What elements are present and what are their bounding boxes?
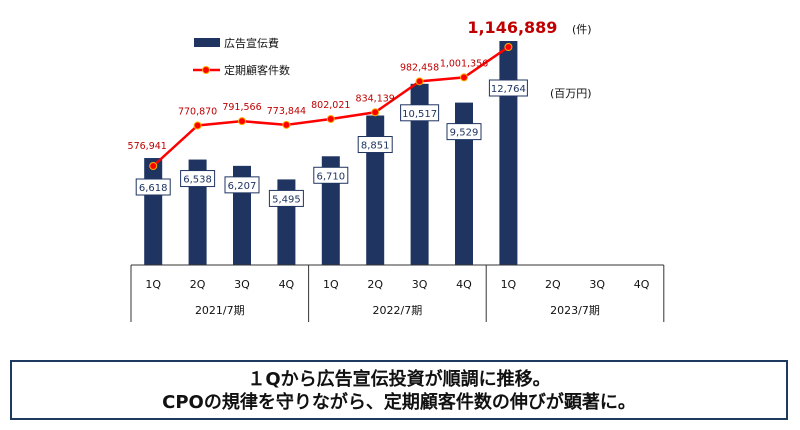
bar-value-label: 6,207 bbox=[228, 181, 257, 192]
bar-label-box bbox=[357, 136, 393, 154]
line-value-label: 982,458 bbox=[400, 62, 439, 73]
legend-line-label: 定期顧客件数 bbox=[224, 63, 290, 77]
legend-bar-label: 広告宣伝費 bbox=[224, 36, 279, 50]
line-marker bbox=[415, 77, 424, 86]
line-marker bbox=[326, 115, 335, 124]
legend-line-marker bbox=[202, 66, 210, 74]
bar-value-label: 12,764 bbox=[491, 84, 526, 95]
bar-value-label: 5,495 bbox=[272, 194, 301, 205]
line-marker bbox=[504, 42, 513, 51]
bar-value-label: 6,618 bbox=[139, 183, 168, 194]
line-marker bbox=[460, 73, 468, 82]
bar bbox=[455, 102, 473, 265]
legend-bar-swatch bbox=[194, 38, 220, 47]
bar-value-label: 8,851 bbox=[361, 141, 390, 152]
x-tick-label: 3Q bbox=[412, 278, 428, 291]
x-tick-label: 1Q bbox=[501, 278, 517, 291]
bar-label-box bbox=[446, 123, 482, 141]
bar-value-label: 10,517 bbox=[402, 109, 437, 120]
bar-label-box bbox=[180, 170, 216, 188]
summary-box: １Qから広告宣伝投資が順調に推移。 CPOの規律を守りながら、定期顧客件数の伸び… bbox=[10, 360, 788, 420]
line-marker bbox=[193, 121, 202, 130]
bar bbox=[499, 41, 518, 265]
bar bbox=[410, 83, 429, 265]
combo-chart: 6,618 6,538 6,207 5,495 6,710 8,851 10,517 9,52… bbox=[128, 18, 665, 322]
bar-value-label: 6,710 bbox=[316, 171, 345, 182]
line-unit-label: (件) bbox=[572, 23, 592, 36]
summary-line-2: CPOの規律を守りながら、定期顧客件数の伸びが顕著に。 bbox=[162, 392, 636, 413]
x-tick-label: 4Q bbox=[634, 278, 650, 291]
bar-label-box bbox=[224, 176, 260, 194]
bar-value-label: 6,538 bbox=[183, 175, 212, 186]
line-value-label: 802,021 bbox=[311, 100, 350, 111]
group-label: 2022/7期 bbox=[373, 304, 423, 317]
x-tick-label: 1Q bbox=[323, 278, 339, 291]
x-tick-label: 4Q bbox=[279, 278, 295, 291]
x-tick-label: 3Q bbox=[234, 278, 250, 291]
x-tick-label: 2Q bbox=[190, 278, 206, 291]
line-value-label: 834,139 bbox=[356, 93, 395, 104]
line-marker bbox=[282, 120, 291, 129]
group-label: 2021/7期 bbox=[195, 304, 245, 317]
bar-label-box bbox=[400, 104, 440, 122]
bar-value-label: 9,529 bbox=[450, 128, 479, 139]
x-tick-label: 3Q bbox=[589, 278, 605, 291]
bar-label-box bbox=[135, 178, 171, 196]
line-value-label: 791,566 bbox=[222, 102, 261, 113]
line-value-label: 576,941 bbox=[128, 141, 167, 152]
group-label: 2023/7期 bbox=[550, 304, 600, 317]
line-value-label: 770,870 bbox=[178, 107, 217, 118]
line-value-label: 1,146,889 bbox=[467, 18, 557, 37]
x-tick-label: 4Q bbox=[456, 278, 472, 291]
summary-line-1: １Qから広告宣伝投資が順調に推移。 bbox=[247, 369, 551, 390]
line-value-label: 773,844 bbox=[267, 106, 306, 117]
bar-label-box bbox=[268, 189, 304, 207]
line-marker bbox=[371, 108, 380, 117]
bar-label-box bbox=[313, 166, 349, 184]
line-marker bbox=[238, 117, 246, 126]
bar bbox=[144, 158, 163, 265]
x-tick-label: 2Q bbox=[545, 278, 561, 291]
bar-label-box bbox=[488, 79, 528, 97]
line-marker bbox=[149, 162, 158, 170]
line-value-label: 1,001,356 bbox=[440, 58, 488, 69]
bar-unit-label: (百万円) bbox=[550, 87, 592, 100]
x-tick-label: 2Q bbox=[367, 278, 383, 291]
x-tick-label: 1Q bbox=[145, 278, 161, 291]
